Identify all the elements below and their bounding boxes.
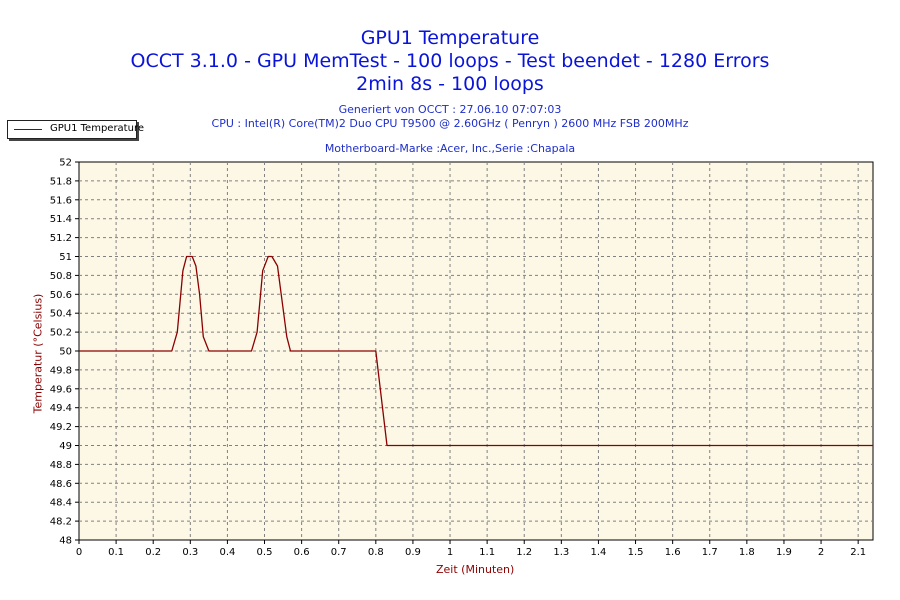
y-tick-label: 49.2 [50,422,72,433]
tick-labels: 0 0.1 0.2 0.3 0.4 0.5 0.6 0.7 0.8 0.9 1 1.1 1.2 1.3 1.… [50,158,866,559]
x-tick-label: 0.9 [405,547,421,558]
chart-subtitle-duration: 2min 8s - 100 loops [356,73,544,95]
y-tick-label: 52 [59,158,72,169]
series-line-gpu1-temperature [79,255,873,447]
y-tick-label: 48.2 [50,517,72,528]
y-tick-label: 51.2 [50,233,72,244]
x-tick-label: 0.4 [219,547,235,558]
legend: GPU1 Temperature [7,120,144,139]
x-tick-label: 2 [818,547,824,558]
x-tick-label: 1.8 [739,547,755,558]
x-tick-label: 2.1 [850,547,866,558]
y-tick-label: 48.6 [50,479,72,490]
y-tick-label: 50.2 [50,328,72,339]
x-tick-label: 0.1 [108,547,124,558]
legend-swatch [14,129,42,130]
grid [79,162,873,540]
x-tick-label: 1 [447,547,453,558]
x-tick-label: 1.7 [702,547,718,558]
y-tick-label: 49.4 [50,403,72,414]
y-tick-label: 50 [59,347,72,358]
x-tick-label: 0.5 [257,547,273,558]
y-tick-label: 50.6 [50,290,72,301]
y-tick-label: 51 [59,252,72,263]
x-tick-label: 0.3 [182,547,198,558]
y-tick-label: 51.6 [50,195,72,206]
x-tick-label: 1.9 [776,547,792,558]
y-tick-label: 49.8 [50,365,72,376]
x-tick-label: 1.6 [665,547,681,558]
x-tick-label: 0 [76,547,82,558]
generated-info: Generiert von OCCT : 27.06.10 07:07:03 [338,103,562,116]
y-tick-label: 51.8 [50,176,72,187]
x-tick-label: 1.3 [553,547,569,558]
x-tick-label: 0.2 [145,547,161,558]
x-tick-label: 1.2 [516,547,532,558]
x-axis-title: Zeit (Minuten) [436,563,515,576]
y-tick-label: 49.6 [50,384,72,395]
motherboard-info: Motherboard-Marke :Acer, Inc.,Serie :Cha… [324,142,576,155]
cpu-info: CPU : Intel(R) Core(TM)2 Duo CPU T9500 @… [211,117,689,130]
x-tick-label: 0.7 [331,547,347,558]
legend-label: GPU1 Temperature [50,123,144,134]
y-tick-label: 48 [59,536,72,547]
x-tick-label: 1.4 [590,547,606,558]
y-tick-label: 48.8 [50,460,72,471]
y-tick-label: 49 [59,441,72,452]
chart-subtitle-test: OCCT 3.1.0 - GPU MemTest - 100 loops - T… [130,50,770,72]
y-tick-label: 48.4 [50,498,72,509]
chart-title: GPU1 Temperature [360,27,540,49]
x-tick-label: 0.8 [368,547,384,558]
y-tick-label: 50.8 [50,271,72,282]
x-tick-label: 0.6 [294,547,310,558]
series [79,255,873,447]
y-axis-title: Temperatur (°Celsius) [31,293,45,414]
x-tick-label: 1.5 [628,547,644,558]
x-tick-label: 1.1 [479,547,495,558]
y-tick-label: 51.4 [50,214,72,225]
ticks [75,161,859,544]
y-tick-label: 50.4 [50,309,72,320]
